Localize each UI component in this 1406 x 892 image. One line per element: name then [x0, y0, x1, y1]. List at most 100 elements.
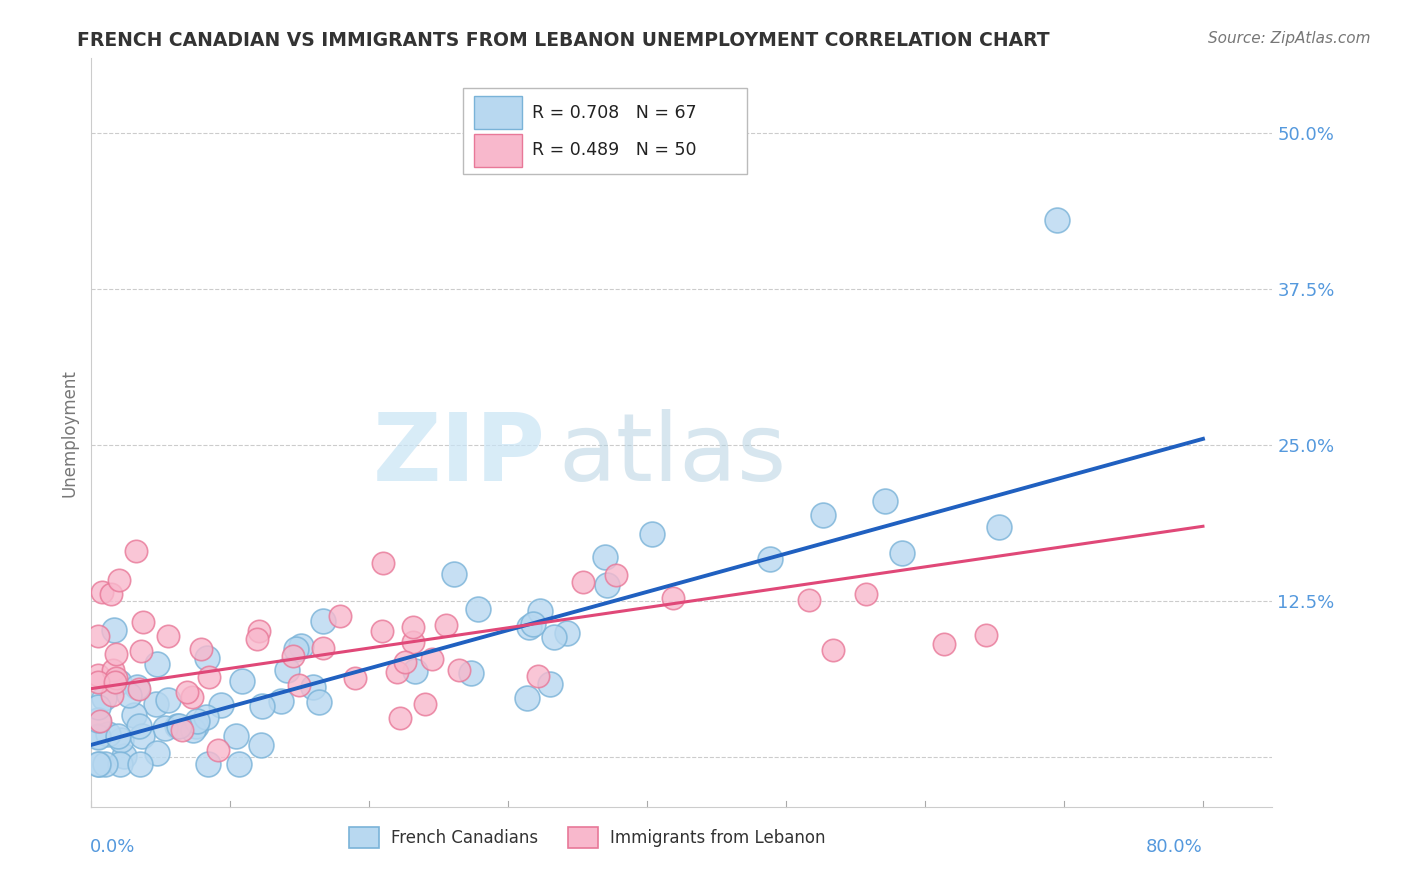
Point: [157, 629, 180, 643]
Point: [87, 756, 110, 771]
Point: [420, 652, 443, 666]
Point: [129, 756, 152, 771]
Point: [288, 678, 311, 692]
Point: [276, 663, 298, 677]
Point: [571, 574, 593, 589]
Point: [157, 693, 180, 707]
Point: [194, 710, 217, 724]
Point: [87, 700, 110, 714]
Point: [821, 643, 844, 657]
Point: [155, 722, 177, 736]
Point: [100, 587, 122, 601]
Legend: French Canadians, Immigrants from Lebanon: French Canadians, Immigrants from Lebano…: [343, 821, 832, 855]
Point: [875, 493, 897, 508]
Point: [228, 756, 250, 771]
Point: [662, 591, 685, 605]
Point: [231, 673, 253, 688]
Point: [312, 640, 335, 655]
Point: [190, 642, 212, 657]
Text: atlas: atlas: [558, 409, 786, 501]
Point: [118, 688, 141, 702]
Point: [1046, 213, 1069, 227]
Point: [87, 629, 110, 643]
Point: [195, 650, 218, 665]
Point: [404, 665, 426, 679]
Point: [247, 624, 270, 639]
Point: [641, 527, 664, 541]
Point: [186, 714, 208, 728]
Point: [596, 577, 619, 591]
Point: [529, 604, 551, 618]
Point: [176, 685, 198, 699]
Point: [250, 738, 273, 752]
Text: R = 0.489   N = 50: R = 0.489 N = 50: [531, 141, 696, 159]
Point: [197, 756, 219, 771]
Point: [129, 643, 152, 657]
Point: [146, 657, 169, 672]
Point: [167, 719, 190, 733]
Point: [436, 618, 458, 632]
Point: [526, 669, 548, 683]
Point: [605, 567, 627, 582]
Point: [252, 698, 274, 713]
Text: 0.0%: 0.0%: [90, 838, 135, 856]
Point: [344, 671, 367, 685]
Point: [128, 681, 150, 696]
Point: [198, 671, 221, 685]
Point: [104, 674, 127, 689]
Text: R = 0.708   N = 67: R = 0.708 N = 67: [531, 103, 696, 121]
Point: [389, 711, 412, 725]
Point: [245, 632, 267, 647]
Y-axis label: Unemployment: Unemployment: [60, 368, 79, 497]
Point: [125, 544, 148, 558]
Point: [145, 697, 167, 711]
Point: [301, 680, 323, 694]
Point: [128, 719, 150, 733]
Point: [522, 617, 544, 632]
Point: [987, 520, 1010, 534]
Point: [758, 551, 780, 566]
Text: 80.0%: 80.0%: [1146, 838, 1204, 856]
Point: [132, 615, 155, 629]
Point: [104, 647, 127, 661]
Point: [131, 729, 153, 743]
Point: [932, 637, 955, 651]
FancyBboxPatch shape: [464, 88, 747, 174]
Point: [225, 730, 247, 744]
Point: [312, 615, 335, 629]
Point: [166, 719, 188, 733]
Point: [87, 729, 110, 743]
Point: [93, 690, 115, 705]
Point: [974, 628, 997, 642]
FancyBboxPatch shape: [474, 134, 523, 167]
Point: [110, 756, 132, 771]
Point: [855, 587, 877, 601]
Point: [797, 592, 820, 607]
Text: Source: ZipAtlas.com: Source: ZipAtlas.com: [1208, 31, 1371, 46]
Point: [467, 602, 489, 616]
Point: [87, 668, 110, 682]
Point: [385, 665, 408, 680]
Point: [308, 695, 330, 709]
Point: [89, 714, 111, 729]
Point: [96, 726, 118, 740]
Point: [285, 642, 308, 657]
Point: [87, 730, 110, 744]
Point: [460, 666, 482, 681]
Point: [127, 681, 149, 695]
Point: [91, 585, 114, 599]
Point: [108, 674, 131, 689]
Point: [402, 620, 425, 634]
Point: [555, 626, 578, 640]
FancyBboxPatch shape: [474, 96, 523, 129]
Text: FRENCH CANADIAN VS IMMIGRANTS FROM LEBANON UNEMPLOYMENT CORRELATION CHART: FRENCH CANADIAN VS IMMIGRANTS FROM LEBAN…: [77, 31, 1050, 50]
Point: [181, 690, 204, 705]
Point: [87, 756, 110, 771]
Point: [891, 546, 914, 560]
Point: [415, 697, 437, 711]
Point: [87, 713, 110, 727]
Point: [87, 674, 110, 689]
Point: [443, 567, 465, 582]
Point: [290, 640, 312, 654]
Point: [519, 620, 541, 634]
